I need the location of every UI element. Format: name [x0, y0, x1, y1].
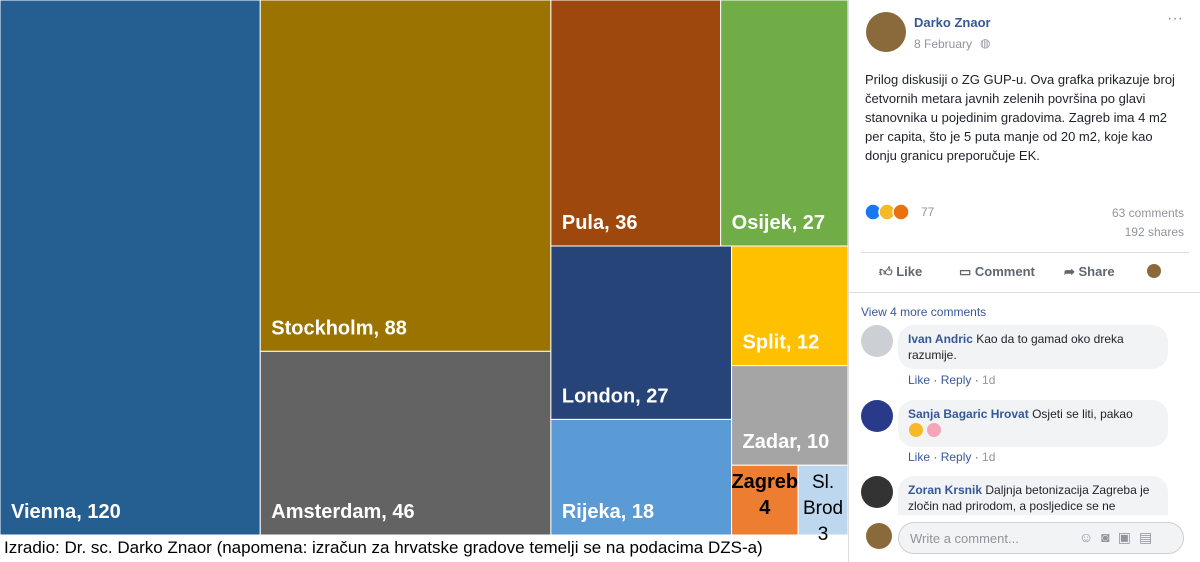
treemap-tile	[731, 245, 849, 367]
caption: Izradio: Dr. sc. Darko Znaor (napomena: …	[4, 538, 763, 557]
tile-label: Split, 12	[743, 332, 820, 354]
commenter-avatar[interactable]	[861, 325, 893, 357]
share-button[interactable]: ➦ Share	[1064, 264, 1115, 279]
comment-author[interactable]: Ivan Andric	[908, 332, 973, 346]
audience-avatar[interactable]	[1147, 264, 1161, 278]
tile-label: Osijek, 27	[732, 212, 825, 234]
user-avatar	[866, 523, 892, 549]
divider	[849, 292, 1200, 293]
comment-like[interactable]: Like	[908, 373, 931, 387]
comment-button[interactable]: ▭ Comment	[959, 264, 1035, 279]
composer-icons[interactable]: ☺◙▣▤	[1079, 529, 1161, 545]
tile-label: Rijeka, 18	[562, 501, 654, 523]
like-label: Like	[896, 264, 923, 279]
comment-like[interactable]: Like	[908, 450, 931, 464]
treemap-tile	[731, 365, 849, 466]
comment-composer: Write a comment... ☺◙▣▤	[849, 515, 1200, 562]
treemap-tile	[0, 0, 261, 536]
post-date[interactable]: 8 February	[914, 37, 973, 51]
share-label: Share	[1078, 264, 1115, 279]
tile-label: Zadar, 10	[743, 431, 830, 453]
comment-text: Osjeti se liti, pakao	[1032, 407, 1133, 421]
reaction-count[interactable]: 77	[921, 205, 935, 219]
author-name[interactable]: Darko Znaor	[914, 15, 991, 30]
comment-bubble: Zoran Krsnik Daljnja betonizacija Zagreb…	[898, 476, 1168, 516]
like-button[interactable]: 👍︎ Like	[879, 264, 923, 279]
comment-time[interactable]: 1d	[982, 450, 996, 464]
treemap-tile	[720, 0, 849, 247]
treemap-tile	[550, 0, 722, 247]
tile-label: London, 27	[562, 385, 669, 407]
commenter-avatar[interactable]	[861, 476, 893, 508]
treemap: Vienna, 120 Stockholm, 88 Amsterdam, 46 Pul…	[0, 0, 849, 545]
treemap-tile	[259, 350, 552, 536]
commenter-avatar[interactable]	[861, 400, 893, 432]
comment-time[interactable]: 1d	[982, 373, 996, 387]
treemap-tile	[797, 464, 849, 536]
tile-label: Vienna, 120	[11, 501, 121, 523]
comment-author[interactable]: Zoran Krsnik	[908, 483, 983, 497]
globe-icon: ◍	[980, 36, 991, 50]
post-text: Prilog diskusiji o ZG GUP-u. Ova grafka …	[865, 72, 1175, 163]
divider	[861, 252, 1189, 253]
comment-reply[interactable]: Reply	[940, 450, 972, 464]
treemap-tile	[550, 245, 733, 420]
comment-text: Kao da to gamad oko dreka razumije.	[908, 332, 1124, 362]
tile-label: Amsterdam, 46	[271, 501, 414, 523]
comment-count[interactable]: 63 comments	[1111, 206, 1184, 220]
comment-label: Comment	[974, 264, 1035, 279]
facebook-post: Darko Znaor 8 February ◍ ··· Prilog disk…	[848, 0, 1200, 562]
tile-label: Sl. Brod 3	[803, 472, 843, 545]
tile-label: Zagreb 4	[731, 471, 798, 519]
comment-text: Daljnja betonizacija Zagreba je zločin n…	[908, 483, 1150, 513]
comment-placeholder: Write a comment...	[910, 531, 1019, 546]
tile-label: Pula, 36	[562, 212, 638, 234]
reaction-icons[interactable]	[864, 202, 920, 222]
treemap-tile	[550, 418, 733, 536]
comment-input[interactable]: Write a comment... ☺◙▣▤	[898, 522, 1184, 554]
author-avatar[interactable]	[866, 12, 906, 52]
share-count[interactable]: 192 shares	[1124, 225, 1184, 239]
comment-reply[interactable]: Reply	[940, 373, 972, 387]
comment-bubble: Ivan Andric Kao da to gamad oko dreka ra…	[898, 325, 1168, 369]
more-menu[interactable]: ···	[1167, 10, 1183, 27]
tile-label: Stockholm, 88	[271, 317, 407, 339]
treemap-tile	[731, 464, 799, 536]
comment-author[interactable]: Sanja Bagaric Hrovat	[908, 407, 1029, 421]
comment-bubble: Sanja Bagaric Hrovat Osjeti se liti, pak…	[898, 400, 1168, 447]
view-more-comments[interactable]: View 4 more comments	[861, 305, 987, 319]
treemap-tile	[259, 0, 552, 352]
comment-emojis	[909, 423, 941, 437]
